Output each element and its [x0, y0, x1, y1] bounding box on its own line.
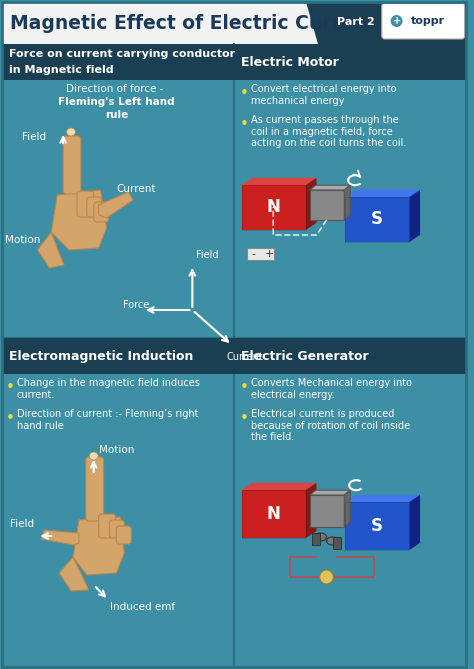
Text: Electric Generator: Electric Generator — [241, 349, 368, 363]
Polygon shape — [242, 483, 317, 490]
Polygon shape — [73, 517, 124, 575]
Text: As current passes through the
coil in a magnetic field, force
acting on the coil: As current passes through the coil in a … — [251, 115, 406, 149]
Text: Converts Mechanical energy into
electrical energy.: Converts Mechanical energy into electric… — [251, 378, 411, 399]
Text: Force: Force — [123, 300, 150, 310]
Bar — [333, 537, 341, 549]
Text: Motion: Motion — [99, 445, 134, 455]
Polygon shape — [410, 190, 420, 242]
Text: Direction of current :- Fleming’s right
hand rule: Direction of current :- Fleming’s right … — [17, 409, 198, 431]
Text: Force on current carrying conductor: Force on current carrying conductor — [9, 49, 235, 59]
Bar — [2, 2, 465, 44]
Ellipse shape — [315, 533, 327, 541]
Bar — [242, 185, 306, 230]
Bar — [2, 44, 234, 80]
Ellipse shape — [89, 452, 98, 460]
FancyBboxPatch shape — [77, 191, 94, 217]
Bar — [242, 490, 306, 538]
FancyBboxPatch shape — [99, 514, 116, 538]
Bar — [345, 197, 410, 242]
Bar — [246, 248, 274, 260]
Text: Electrical current is produced
because of rotation of coil inside
the field.: Electrical current is produced because o… — [251, 409, 410, 442]
Polygon shape — [242, 178, 317, 185]
FancyBboxPatch shape — [94, 202, 109, 222]
Text: Induced emf: Induced emf — [110, 602, 175, 612]
Text: Electromagnetic Induction: Electromagnetic Induction — [9, 349, 193, 363]
Polygon shape — [310, 185, 350, 190]
Text: N: N — [266, 505, 280, 523]
FancyBboxPatch shape — [87, 197, 101, 217]
Circle shape — [391, 15, 402, 27]
Text: •: • — [240, 86, 248, 101]
FancyBboxPatch shape — [109, 520, 124, 538]
Ellipse shape — [327, 537, 338, 545]
Bar — [312, 533, 319, 545]
Polygon shape — [99, 192, 133, 218]
Polygon shape — [344, 185, 350, 220]
Bar — [2, 338, 234, 374]
Text: Current: Current — [227, 352, 264, 362]
Text: •: • — [6, 380, 15, 395]
Polygon shape — [344, 490, 350, 527]
Text: •: • — [240, 117, 248, 132]
Text: •: • — [240, 380, 248, 395]
Polygon shape — [310, 490, 350, 495]
Polygon shape — [306, 483, 317, 538]
Text: Change in the magnetic field induces
current.: Change in the magnetic field induces cur… — [17, 378, 200, 399]
Bar — [234, 338, 465, 374]
FancyBboxPatch shape — [63, 136, 81, 194]
Polygon shape — [41, 530, 79, 545]
Polygon shape — [310, 190, 344, 220]
Text: •: • — [6, 411, 15, 426]
Text: -: - — [252, 249, 255, 259]
Polygon shape — [345, 190, 420, 197]
Text: in Magnetic field: in Magnetic field — [9, 65, 113, 75]
FancyBboxPatch shape — [117, 526, 131, 544]
Polygon shape — [306, 2, 465, 44]
Bar — [345, 197, 410, 242]
Bar — [242, 185, 306, 230]
Bar — [242, 490, 306, 538]
Ellipse shape — [66, 128, 75, 136]
Bar — [345, 502, 410, 550]
Text: Field: Field — [22, 132, 46, 142]
Text: toppr: toppr — [410, 16, 445, 26]
Bar — [345, 502, 410, 550]
Polygon shape — [410, 495, 420, 550]
Text: Field: Field — [196, 250, 219, 260]
Circle shape — [319, 570, 333, 584]
Polygon shape — [345, 495, 420, 502]
Text: N: N — [266, 198, 280, 216]
FancyBboxPatch shape — [86, 457, 104, 521]
Text: Motion: Motion — [5, 235, 40, 245]
Text: Part 2: Part 2 — [337, 17, 375, 27]
Text: Convert electrical energy into
mechanical energy: Convert electrical energy into mechanica… — [251, 84, 396, 106]
Text: +: + — [392, 16, 401, 26]
Text: Field: Field — [10, 519, 34, 529]
Text: Electric Motor: Electric Motor — [241, 56, 338, 68]
Text: Magnetic Effect of Electric Current: Magnetic Effect of Electric Current — [10, 13, 376, 33]
Text: S: S — [371, 517, 383, 535]
Polygon shape — [306, 178, 317, 230]
FancyBboxPatch shape — [382, 3, 465, 39]
Text: +: + — [264, 249, 274, 259]
Text: Direction of force -: Direction of force - — [66, 84, 167, 94]
Polygon shape — [59, 557, 89, 591]
Polygon shape — [310, 495, 344, 527]
Text: Current: Current — [117, 184, 156, 194]
Polygon shape — [51, 190, 107, 250]
Text: rule: rule — [105, 110, 128, 120]
Text: Fleming's Left hand: Fleming's Left hand — [58, 97, 175, 107]
Bar — [234, 44, 465, 80]
Polygon shape — [37, 232, 64, 268]
Text: •: • — [240, 411, 248, 426]
Text: S: S — [371, 210, 383, 228]
